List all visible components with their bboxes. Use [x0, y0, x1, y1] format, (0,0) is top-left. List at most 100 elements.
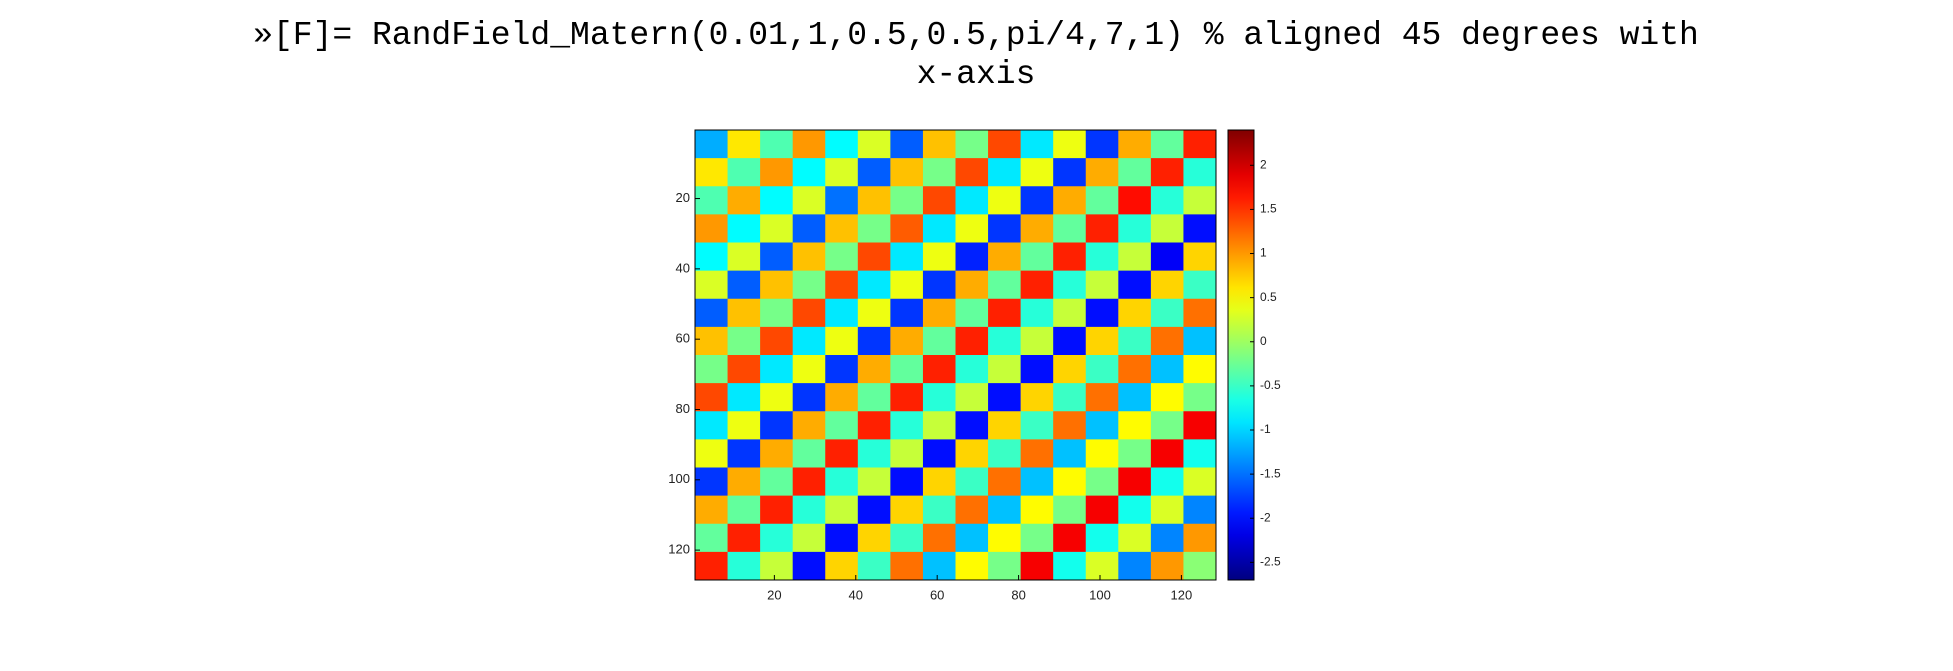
heatmap-cell	[857, 214, 891, 243]
x-tick-label: 60	[930, 587, 944, 602]
heatmap-cell	[695, 186, 729, 215]
heatmap-cell	[1053, 383, 1087, 412]
heatmap-cell	[890, 270, 924, 300]
heatmap-cell	[922, 523, 956, 553]
heatmap-cell	[760, 355, 794, 384]
heatmap-cell	[792, 411, 826, 440]
colorbar-tick-label: -2	[1260, 510, 1271, 524]
heatmap-cell	[1020, 326, 1054, 356]
heatmap-cell	[1053, 411, 1087, 440]
heatmap-cell	[825, 130, 859, 159]
heatmap-cell	[955, 326, 989, 356]
heatmap-cell	[760, 439, 794, 468]
heatmap-cell	[1020, 523, 1054, 553]
heatmap-cell	[825, 355, 859, 384]
heatmap-cell	[1085, 551, 1119, 581]
heatmap-cell	[727, 130, 761, 159]
heatmap-cell	[1183, 130, 1217, 159]
heatmap-cell	[1020, 467, 1054, 497]
heatmap-cell	[1150, 355, 1184, 384]
heatmap-cell	[1150, 158, 1184, 187]
heatmap-cell	[955, 270, 989, 300]
heatmap-cell	[988, 495, 1022, 525]
heatmap-cell	[955, 383, 989, 412]
heatmap-cell	[955, 130, 989, 159]
heatmap-cell	[760, 551, 794, 581]
heatmap-cell	[857, 355, 891, 384]
heatmap-cell	[1118, 326, 1152, 356]
heatmap-cell	[1053, 355, 1087, 384]
heatmap-cell	[792, 298, 826, 328]
heatmap-cell	[1118, 158, 1152, 187]
heatmap-cell	[988, 130, 1022, 159]
heatmap-cell	[988, 214, 1022, 243]
heatmap-cell	[1020, 158, 1054, 187]
heatmap-cell	[988, 523, 1022, 553]
heatmap-cell	[922, 130, 956, 159]
heatmap-cell	[1020, 130, 1054, 159]
heatmap-cell	[988, 355, 1022, 384]
heatmap-cell	[1053, 158, 1087, 187]
heatmap-cell	[760, 495, 794, 525]
heatmap-cell	[825, 439, 859, 468]
heatmap-cell	[760, 242, 794, 272]
heatmap-cell	[857, 383, 891, 412]
heatmap-cell	[1020, 495, 1054, 525]
y-tick-label: 40	[676, 260, 690, 275]
heatmap-cell	[1020, 270, 1054, 300]
heatmap-cell	[988, 186, 1022, 215]
heatmap-cell	[792, 270, 826, 300]
heatmap-cell	[1183, 158, 1217, 187]
heatmap-cell	[727, 270, 761, 300]
heatmap-cell	[695, 130, 729, 159]
heatmap-cell	[1053, 495, 1087, 525]
heatmap-cell	[695, 467, 729, 497]
heatmap-cell	[727, 523, 761, 553]
heatmap-cell	[890, 355, 924, 384]
heatmap-cell	[760, 383, 794, 412]
x-tick-label: 100	[1089, 587, 1111, 602]
heatmap-cell	[1183, 214, 1217, 243]
heatmap-cell	[1150, 326, 1184, 356]
heatmap-cell	[857, 411, 891, 440]
heatmap-cell	[922, 411, 956, 440]
heatmap-cell	[890, 158, 924, 187]
heatmap-cell	[760, 411, 794, 440]
heatmap-cell	[1118, 355, 1152, 384]
heatmap-cell	[988, 411, 1022, 440]
heatmap-cell	[695, 270, 729, 300]
heatmap-cell	[792, 130, 826, 159]
heatmap-cell	[727, 298, 761, 328]
heatmap-cell	[1020, 355, 1054, 384]
heatmap-cell	[890, 495, 924, 525]
heatmap-cell	[760, 298, 794, 328]
heatmap-cell	[1118, 523, 1152, 553]
heatmap-cell	[922, 439, 956, 468]
heatmap-cell	[1053, 523, 1087, 553]
heatmap-cell	[695, 495, 729, 525]
heatmap-cell	[1183, 355, 1217, 384]
heatmap-cell	[890, 298, 924, 328]
heatmap-cell	[1150, 242, 1184, 272]
heatmap-cell	[760, 467, 794, 497]
heatmap-cell	[1183, 298, 1217, 328]
heatmap-cell	[857, 439, 891, 468]
heatmap-cell	[1150, 439, 1184, 468]
heatmap-cell	[955, 298, 989, 328]
colorbar-tick-label: 0.5	[1260, 290, 1277, 304]
heatmap-cell	[890, 383, 924, 412]
heatmap-cell	[1020, 186, 1054, 215]
heatmap-cell	[727, 551, 761, 581]
heatmap-cell	[890, 242, 924, 272]
heatmap-cell	[1183, 523, 1217, 553]
heatmap-cell	[792, 439, 826, 468]
heatmap-cell	[825, 383, 859, 412]
x-tick-label: 120	[1171, 587, 1193, 602]
heatmap-cell	[1118, 551, 1152, 581]
heatmap-cell	[695, 383, 729, 412]
heatmap-cell	[890, 523, 924, 553]
heatmap-cell	[1150, 130, 1184, 159]
heatmap-cell	[890, 214, 924, 243]
heatmap-cell	[922, 326, 956, 356]
heatmap-cell	[1085, 383, 1119, 412]
